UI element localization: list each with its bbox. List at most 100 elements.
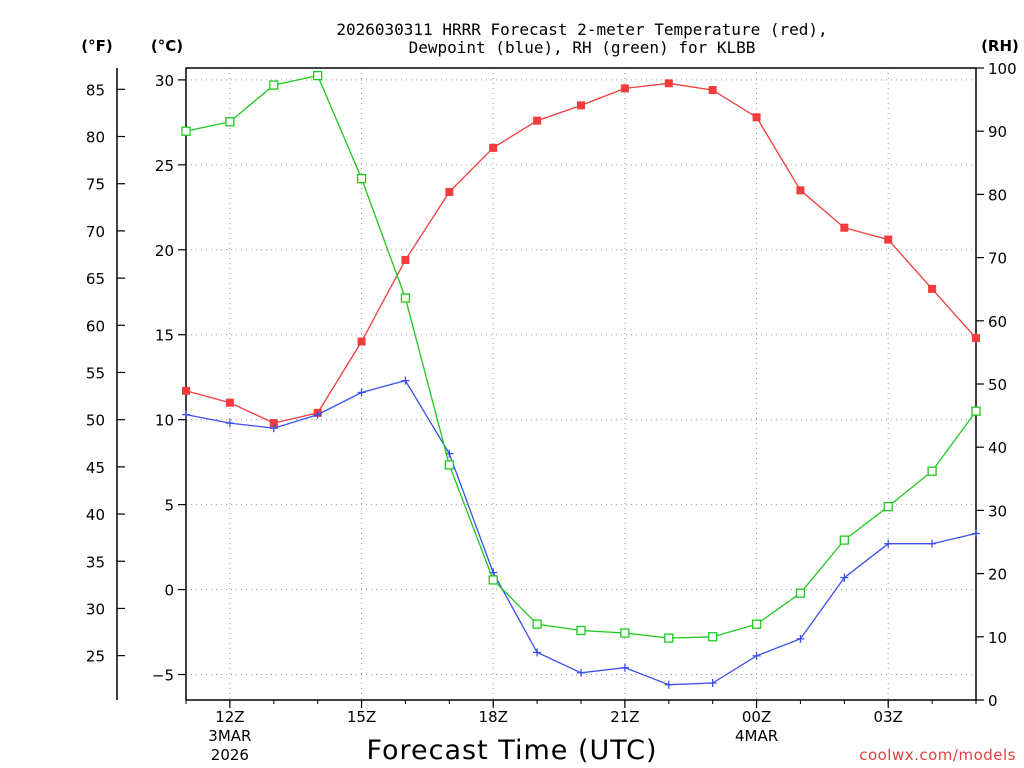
rh-tick-label: 30 xyxy=(988,502,1007,520)
fahrenheit-tick-label: 50 xyxy=(86,412,105,430)
data-point-temperature xyxy=(708,86,717,95)
series-rh xyxy=(181,70,981,643)
data-point-rh xyxy=(971,406,981,416)
series-dewpoint xyxy=(182,376,980,689)
data-point-rh xyxy=(532,619,542,629)
data-point-rh xyxy=(795,588,806,598)
x-tick-label: 21Z xyxy=(610,708,639,726)
data-point-temperature xyxy=(357,337,366,346)
plot-frame xyxy=(185,67,977,701)
data-point-temperature xyxy=(796,186,805,195)
fahrenheit-tick-label: 40 xyxy=(86,506,105,524)
data-point-temperature xyxy=(840,223,849,232)
x-tick-year: 2026 xyxy=(211,746,249,764)
celsius-tick-label: −5 xyxy=(152,667,174,685)
fahrenheit-tick-label: 65 xyxy=(86,270,105,288)
watermark: coolwx.com/models xyxy=(859,746,1016,764)
rh-tick-label: 50 xyxy=(988,376,1007,394)
data-point-dewpoint xyxy=(313,410,322,419)
data-point-temperature xyxy=(928,284,937,293)
data-point-temperature xyxy=(664,79,673,88)
rh-tick-label: 20 xyxy=(988,566,1007,584)
data-series xyxy=(181,70,981,689)
data-point-rh xyxy=(444,460,454,470)
x-tick-label: 12Z xyxy=(215,708,244,726)
series-temperature xyxy=(182,79,980,428)
data-point-rh xyxy=(883,501,893,512)
x-tick-date: 3MAR xyxy=(208,727,251,745)
data-point-temperature xyxy=(620,84,629,93)
series-line-dewpoint xyxy=(185,379,977,686)
series-line-temperature xyxy=(185,82,977,424)
data-point-dewpoint xyxy=(928,539,937,548)
data-point-temperature xyxy=(577,101,585,110)
fahrenheit-tick-label: 70 xyxy=(86,223,105,241)
x-tick-date: 4MAR xyxy=(735,727,778,745)
data-point-dewpoint xyxy=(577,668,585,677)
series-line-rh xyxy=(185,74,977,639)
data-point-temperature xyxy=(972,334,980,343)
fahrenheit-tick-label: 60 xyxy=(86,317,105,335)
data-point-temperature xyxy=(533,116,542,125)
data-point-rh xyxy=(620,628,630,638)
data-point-temperature xyxy=(269,419,278,428)
rh-tick-label: 80 xyxy=(988,186,1007,204)
data-point-temperature xyxy=(401,255,410,264)
celsius-tick-label: 0 xyxy=(164,582,174,600)
fahrenheit-tick-label: 45 xyxy=(86,459,105,477)
celsius-tick-label: 15 xyxy=(155,327,174,345)
celsius-axis-ticks: −5 0 5 10 15 20 25 30 xyxy=(152,72,186,685)
data-point-rh xyxy=(708,632,718,642)
data-point-dewpoint xyxy=(664,680,673,689)
fahrenheit-tick-label: 80 xyxy=(86,129,105,147)
data-point-rh xyxy=(927,466,937,476)
data-point-rh xyxy=(400,293,411,303)
data-point-dewpoint xyxy=(269,424,278,433)
data-point-rh xyxy=(181,126,191,136)
celsius-tick-label: 20 xyxy=(155,242,174,260)
data-point-rh xyxy=(751,619,762,629)
data-point-dewpoint xyxy=(972,529,980,538)
data-point-dewpoint xyxy=(708,679,717,688)
celsius-unit-label: (°C) xyxy=(151,37,183,55)
x-axis-title: Forecast Time (UTC) xyxy=(366,735,657,766)
celsius-tick-label: 10 xyxy=(155,412,174,430)
celsius-tick-label: 30 xyxy=(155,72,174,90)
data-point-rh xyxy=(576,625,586,636)
data-point-rh xyxy=(356,173,367,184)
data-point-rh xyxy=(488,575,498,585)
data-point-dewpoint xyxy=(796,634,805,643)
grid-lines xyxy=(186,68,976,700)
rh-unit-label: (RH) xyxy=(981,37,1019,55)
data-point-temperature xyxy=(489,143,498,152)
data-point-dewpoint xyxy=(357,388,366,397)
fahrenheit-tick-label: 30 xyxy=(86,600,105,618)
rh-tick-label: 100 xyxy=(988,60,1017,78)
fahrenheit-tick-label: 35 xyxy=(86,553,105,571)
data-point-dewpoint xyxy=(840,573,849,582)
rh-tick-label: 60 xyxy=(988,313,1007,331)
x-tick-label: 03Z xyxy=(874,708,903,726)
celsius-tick-label: 25 xyxy=(155,157,174,175)
data-point-rh xyxy=(269,80,279,90)
data-point-temperature xyxy=(182,386,190,395)
rh-tick-label: 70 xyxy=(988,250,1007,268)
data-point-dewpoint xyxy=(884,539,893,548)
rh-tick-label: 0 xyxy=(988,692,998,710)
fahrenheit-tick-label: 55 xyxy=(86,364,105,382)
data-point-dewpoint xyxy=(401,376,410,385)
chart-title-line2: Dewpoint (blue), RH (green) for KLBB xyxy=(409,38,756,57)
fahrenheit-tick-label: 25 xyxy=(86,648,105,666)
data-point-rh xyxy=(225,117,235,127)
fahrenheit-unit-label: (°F) xyxy=(81,37,112,55)
data-point-temperature xyxy=(884,235,893,244)
data-point-rh xyxy=(664,633,674,643)
fahrenheit-tick-label: 75 xyxy=(86,176,105,194)
rh-tick-label: 10 xyxy=(988,629,1007,647)
fahrenheit-axis-ticks: 25 30 35 40 45 50 55 60 65 70 75 80 85 xyxy=(86,81,125,666)
data-point-temperature xyxy=(225,398,234,407)
data-point-temperature xyxy=(752,113,761,122)
x-tick-label: 00Z xyxy=(742,708,771,726)
